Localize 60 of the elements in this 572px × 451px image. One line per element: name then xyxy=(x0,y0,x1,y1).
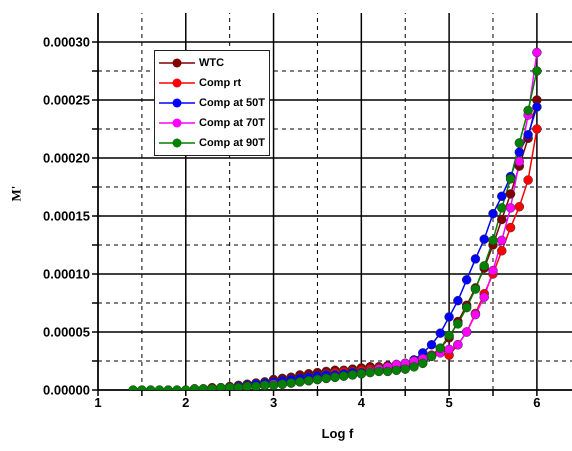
y-tick-label: 0.00020 xyxy=(43,150,90,166)
point xyxy=(497,236,507,246)
point xyxy=(488,236,498,246)
x-tick-label: 4 xyxy=(358,395,366,410)
point xyxy=(444,344,454,354)
point xyxy=(532,66,542,76)
point xyxy=(497,203,507,213)
x-tick-label: 2 xyxy=(182,395,190,410)
legend-label: Comp rt xyxy=(199,77,242,89)
point xyxy=(488,208,498,218)
point xyxy=(444,312,454,322)
point xyxy=(426,340,436,350)
point xyxy=(523,106,533,116)
x-tick-label: 6 xyxy=(533,395,541,410)
point xyxy=(382,366,392,376)
x-tick-label: 3 xyxy=(270,395,278,410)
point xyxy=(251,382,261,390)
legend-label: WTC xyxy=(199,57,224,69)
point xyxy=(532,124,542,134)
point xyxy=(532,102,542,112)
x-tick-label: 5 xyxy=(445,395,453,410)
y-tick-label: 0.00000 xyxy=(43,382,90,398)
y-tick-label: 0.00030 xyxy=(43,34,90,50)
point xyxy=(506,222,516,232)
point xyxy=(514,156,524,166)
y-tick-label: 0.00005 xyxy=(43,324,90,340)
point xyxy=(418,358,428,368)
legend-label: Comp at 70T xyxy=(199,117,266,129)
point xyxy=(523,175,533,185)
point xyxy=(462,275,472,285)
point xyxy=(444,330,454,340)
point xyxy=(497,214,507,224)
point xyxy=(436,328,446,338)
point xyxy=(400,364,410,374)
legend-label: Comp at 50T xyxy=(199,97,266,109)
point xyxy=(514,138,524,148)
legend-label: Comp at 90T xyxy=(199,137,266,149)
point xyxy=(409,362,419,372)
y-tick-label: 0.00015 xyxy=(43,208,90,224)
point xyxy=(523,130,533,140)
point xyxy=(488,266,498,276)
point xyxy=(506,189,516,199)
y-tick-label: 0.00025 xyxy=(43,92,90,108)
y-tick-label: 0.00010 xyxy=(43,266,90,282)
point xyxy=(479,234,489,244)
point xyxy=(497,192,507,202)
point xyxy=(479,292,489,302)
point xyxy=(497,246,507,256)
point xyxy=(453,296,463,306)
point xyxy=(514,147,524,157)
point xyxy=(453,319,463,329)
point xyxy=(506,203,516,213)
point xyxy=(506,174,516,184)
point xyxy=(514,202,524,212)
point xyxy=(470,254,480,264)
y-axis-title: M' xyxy=(8,186,24,202)
point xyxy=(532,48,542,58)
x-tick-label: 1 xyxy=(94,395,102,410)
x-axis-title: Log f xyxy=(320,426,354,441)
point xyxy=(392,366,402,376)
